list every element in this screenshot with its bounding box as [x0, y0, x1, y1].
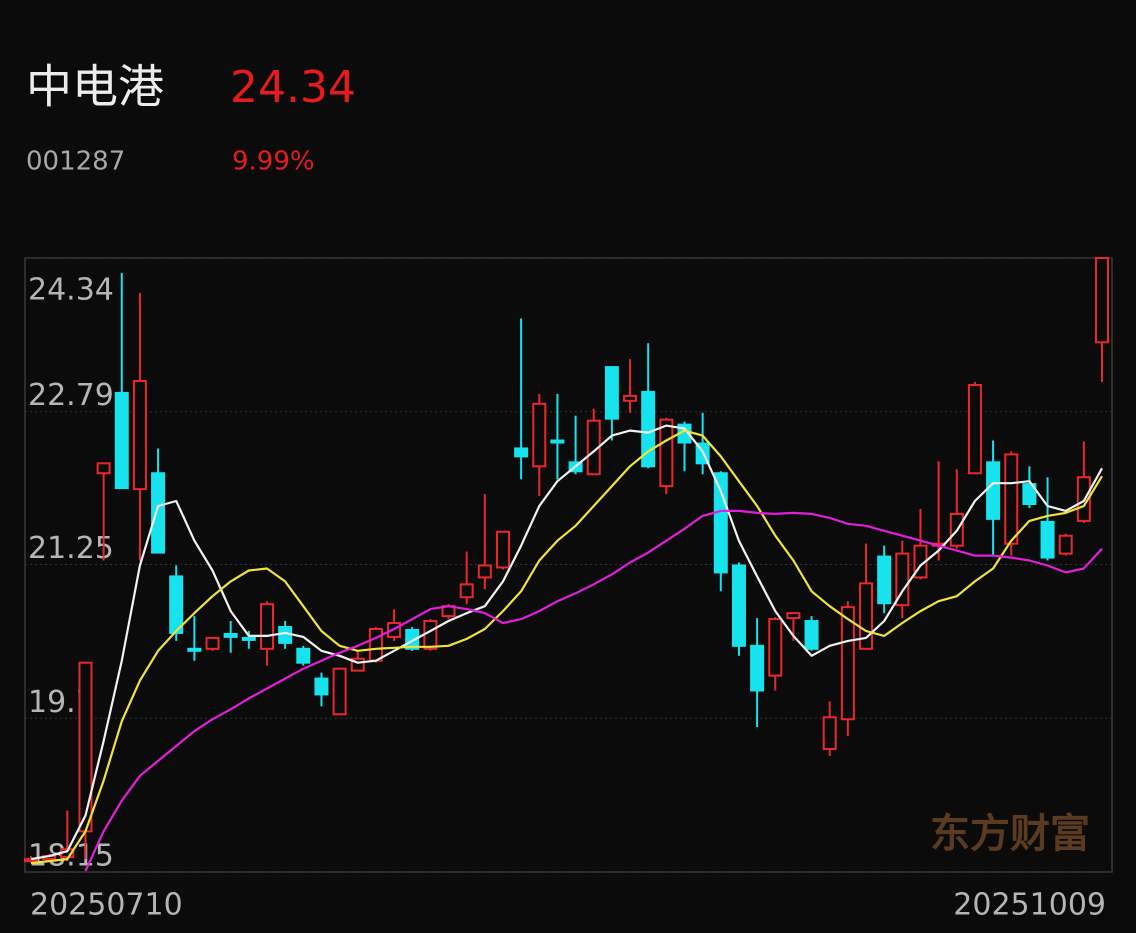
candle-body — [495, 530, 510, 569]
candle-body — [895, 552, 910, 607]
candle-body — [296, 647, 311, 664]
candle-body — [151, 472, 166, 554]
candle-body — [459, 583, 474, 599]
y-tick-label: 22.79 — [28, 378, 114, 413]
x-tick-label: 20251009 — [953, 888, 1106, 923]
candle-body — [840, 606, 855, 721]
y-tick-label: 21.25 — [28, 531, 114, 566]
moving-average-line — [30, 429, 1103, 865]
stock-code: 001287 — [26, 147, 125, 177]
candle-body — [477, 564, 492, 579]
watermark: 东方财富 — [930, 811, 1090, 857]
candle-body — [223, 632, 238, 638]
price-change: 9.99% — [232, 147, 315, 177]
candle-body — [750, 644, 765, 692]
candle-body — [314, 677, 329, 696]
candle-body — [259, 603, 274, 650]
candle-body — [623, 394, 638, 402]
candle-body — [532, 402, 547, 468]
candle-body — [368, 627, 383, 662]
candle-body — [768, 618, 783, 677]
candle-body — [713, 472, 728, 574]
candle-body — [986, 461, 1001, 520]
candle-body — [187, 647, 202, 652]
candle-body — [169, 575, 184, 634]
y-tick-label: 24.34 — [28, 273, 114, 308]
candle-body — [241, 636, 256, 641]
candle-body — [604, 366, 619, 420]
moving-average-line — [30, 424, 1103, 861]
stock-price: 24.34 — [230, 62, 356, 113]
candle-body — [1058, 534, 1073, 555]
candle-body — [132, 379, 147, 491]
candle-body — [1040, 520, 1055, 559]
candle-body — [659, 418, 674, 488]
candle-body — [786, 612, 801, 620]
candle-body — [332, 667, 347, 716]
candle-body — [96, 462, 111, 475]
candle-body — [822, 716, 837, 751]
candle-body — [423, 620, 438, 650]
candle-body — [804, 620, 819, 650]
candle-body — [514, 447, 529, 458]
candle-body — [1022, 483, 1037, 505]
candle-body — [78, 661, 93, 833]
candle-body — [205, 636, 220, 650]
candle-body — [405, 628, 420, 650]
moving-average-line — [84, 509, 1103, 872]
candle-body — [967, 383, 982, 475]
candle-body — [731, 564, 746, 647]
candle-body — [550, 439, 565, 444]
candle-body — [877, 555, 892, 605]
candle-body — [114, 391, 129, 490]
x-tick-label: 20250710 — [30, 888, 183, 923]
candle-body — [24, 858, 38, 863]
stock-name: 中电港 — [26, 60, 164, 114]
candle-body — [1095, 257, 1109, 344]
candle-body — [1004, 453, 1019, 545]
candle-body — [350, 657, 365, 672]
